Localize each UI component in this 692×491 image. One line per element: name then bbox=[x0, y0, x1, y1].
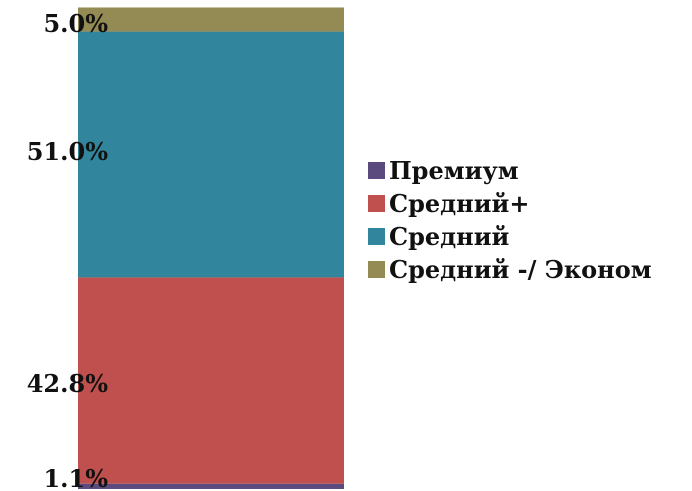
legend-swatch-3 bbox=[368, 228, 385, 245]
bar-stack bbox=[78, 7, 344, 489]
bar-segment-3 bbox=[78, 31, 344, 278]
data-label-4: 5.0% bbox=[43, 9, 108, 38]
data-label-1: 1.1% bbox=[43, 464, 108, 491]
data-labels: 1.1% 42.8% 51.0% 5.0% bbox=[27, 9, 108, 491]
bar-segment-2 bbox=[78, 277, 344, 484]
legend-swatch-4 bbox=[368, 261, 385, 278]
legend-label-2: Средний+ bbox=[389, 189, 529, 218]
legend-label-4: Средний -/ Эконом bbox=[389, 255, 652, 284]
legend: Премиум Средний+ Средний Средний -/ Эконом bbox=[368, 156, 652, 284]
data-label-2: 42.8% bbox=[27, 369, 108, 398]
bar-segment-1 bbox=[78, 483, 344, 489]
bar-segment-4 bbox=[78, 7, 344, 32]
data-label-3: 51.0% bbox=[27, 137, 108, 166]
legend-label-1: Премиум bbox=[389, 156, 519, 185]
legend-label-3: Средний bbox=[389, 222, 509, 251]
legend-swatch-2 bbox=[368, 195, 385, 212]
legend-swatch-1 bbox=[368, 162, 385, 179]
